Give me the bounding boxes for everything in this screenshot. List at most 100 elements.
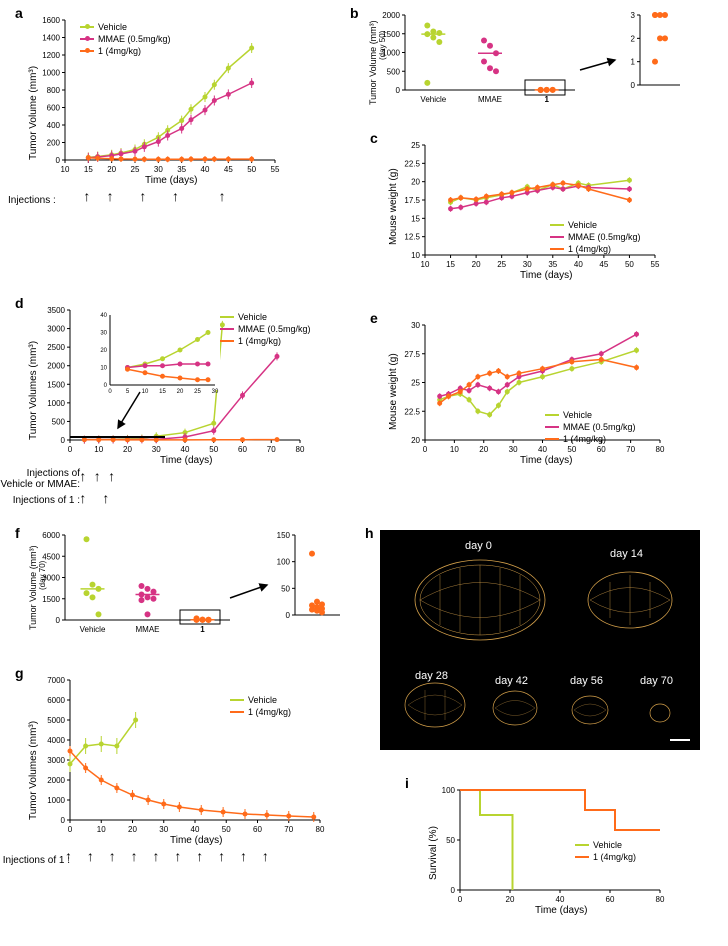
svg-text:2000: 2000 bbox=[47, 776, 65, 785]
svg-text:MMAE: MMAE bbox=[136, 625, 160, 634]
svg-text:55: 55 bbox=[651, 260, 660, 269]
svg-text:6000: 6000 bbox=[47, 696, 65, 705]
injection-arrow: ↑ bbox=[94, 468, 101, 484]
injection-label: Injections : bbox=[8, 195, 56, 206]
panel-i-label: i bbox=[405, 775, 409, 791]
svg-text:0: 0 bbox=[68, 825, 73, 834]
x-axis-label: Time (days) bbox=[160, 455, 212, 466]
svg-text:800: 800 bbox=[47, 86, 61, 95]
svg-text:30: 30 bbox=[523, 260, 532, 269]
panel-h-image: h day 0 day 14 day 28 day 42 day 56 day … bbox=[380, 530, 700, 750]
injection-arrow: ↑ bbox=[87, 848, 94, 864]
x-axis-label: Time (days) bbox=[170, 835, 222, 846]
injection-arrow: ↑ bbox=[79, 490, 86, 506]
svg-text:50: 50 bbox=[222, 825, 231, 834]
svg-text:25: 25 bbox=[411, 141, 420, 150]
chart-f: 01500300045006000VehicleMMAE1 bbox=[20, 530, 250, 640]
svg-text:15: 15 bbox=[84, 165, 93, 174]
injection-arrow: ↑ bbox=[218, 848, 225, 864]
injection-arrow: ↑ bbox=[172, 188, 179, 204]
svg-text:70: 70 bbox=[284, 825, 293, 834]
svg-text:0: 0 bbox=[451, 886, 456, 895]
day-label: day 56 bbox=[570, 675, 603, 687]
arrow-b bbox=[575, 55, 625, 75]
svg-text:30: 30 bbox=[509, 445, 518, 454]
svg-text:20: 20 bbox=[107, 165, 116, 174]
svg-text:3: 3 bbox=[631, 11, 636, 20]
injection-arrow: ↑ bbox=[153, 848, 160, 864]
svg-text:80: 80 bbox=[316, 825, 325, 834]
svg-text:25: 25 bbox=[131, 165, 140, 174]
svg-text:40: 40 bbox=[181, 445, 190, 454]
y-axis-label: Mouse weight (g) bbox=[388, 168, 399, 245]
svg-text:45: 45 bbox=[224, 165, 233, 174]
svg-text:25: 25 bbox=[497, 260, 506, 269]
svg-text:30: 30 bbox=[100, 331, 107, 337]
svg-text:20: 20 bbox=[506, 895, 515, 904]
svg-text:200: 200 bbox=[47, 139, 61, 148]
svg-text:100: 100 bbox=[277, 558, 291, 567]
svg-text:0: 0 bbox=[458, 895, 463, 904]
svg-text:20: 20 bbox=[472, 260, 481, 269]
day-label: day 70 bbox=[640, 675, 673, 687]
svg-text:400: 400 bbox=[47, 121, 61, 130]
injection-arrow: ↑ bbox=[196, 848, 203, 864]
chart-b-inset: 0123 bbox=[620, 10, 690, 100]
svg-text:40: 40 bbox=[191, 825, 200, 834]
injection-vm-label: Injections of Vehicle or MMAE: bbox=[0, 468, 80, 490]
svg-text:4000: 4000 bbox=[47, 736, 65, 745]
svg-text:20: 20 bbox=[123, 445, 132, 454]
svg-text:5000: 5000 bbox=[47, 716, 65, 725]
injection-arrow: ↑ bbox=[108, 468, 115, 484]
svg-text:30: 30 bbox=[154, 165, 163, 174]
svg-text:0: 0 bbox=[423, 445, 428, 454]
svg-text:50: 50 bbox=[209, 445, 218, 454]
injection-arrow: ↑ bbox=[240, 848, 247, 864]
injection-arrow: ↑ bbox=[131, 848, 138, 864]
svg-text:2000: 2000 bbox=[47, 362, 65, 371]
injection-1-label: Injections of 1 : bbox=[0, 495, 80, 506]
svg-text:60: 60 bbox=[606, 895, 615, 904]
svg-text:35: 35 bbox=[177, 165, 186, 174]
svg-text:40: 40 bbox=[574, 260, 583, 269]
panel-h-label: h bbox=[365, 525, 374, 541]
svg-text:30: 30 bbox=[212, 389, 219, 395]
y-axis-label: Tumor Volumes (mm³) bbox=[28, 721, 39, 820]
day-label: day 0 bbox=[465, 540, 492, 552]
svg-text:50: 50 bbox=[567, 445, 576, 454]
injection-arrow: ↑ bbox=[83, 188, 90, 204]
day-label: day 28 bbox=[415, 670, 448, 682]
y-axis-label: Survival (%) bbox=[428, 826, 439, 880]
svg-text:0: 0 bbox=[56, 616, 61, 625]
svg-text:Vehicle: Vehicle bbox=[80, 625, 106, 634]
injection-arrow: ↑ bbox=[139, 188, 146, 204]
svg-text:3000: 3000 bbox=[47, 325, 65, 334]
svg-text:0: 0 bbox=[61, 436, 66, 445]
y-axis-label: Tumor Volume (mm³) bbox=[368, 20, 378, 105]
svg-text:20: 20 bbox=[479, 445, 488, 454]
svg-text:10: 10 bbox=[411, 251, 420, 260]
svg-text:50: 50 bbox=[625, 260, 634, 269]
svg-text:0: 0 bbox=[61, 816, 66, 825]
legend-g: Vehicle 1 (4mg/kg) bbox=[230, 695, 291, 719]
svg-text:1: 1 bbox=[200, 625, 205, 634]
legend-e: Vehicle MMAE (0.5mg/kg) 1 (4mg/kg) bbox=[545, 410, 636, 446]
svg-text:60: 60 bbox=[238, 445, 247, 454]
svg-text:1600: 1600 bbox=[42, 16, 60, 25]
svg-text:0: 0 bbox=[56, 156, 61, 165]
svg-text:1000: 1000 bbox=[42, 69, 60, 78]
svg-text:2500: 2500 bbox=[47, 343, 65, 352]
svg-text:0: 0 bbox=[396, 86, 401, 95]
injection-arrow: ↑ bbox=[262, 848, 269, 864]
injection-arrow: ↑ bbox=[102, 490, 109, 506]
svg-text:30: 30 bbox=[152, 445, 161, 454]
panel-c-label: c bbox=[370, 130, 378, 146]
svg-text:25: 25 bbox=[411, 379, 420, 388]
svg-text:1500: 1500 bbox=[42, 595, 60, 604]
legend-d: Vehicle MMAE (0.5mg/kg) 1 (4mg/kg) bbox=[220, 312, 311, 348]
svg-text:20: 20 bbox=[411, 436, 420, 445]
panel-b-label: b bbox=[350, 5, 359, 21]
svg-text:40: 40 bbox=[556, 895, 565, 904]
svg-text:7000: 7000 bbox=[47, 676, 65, 685]
svg-text:70: 70 bbox=[626, 445, 635, 454]
